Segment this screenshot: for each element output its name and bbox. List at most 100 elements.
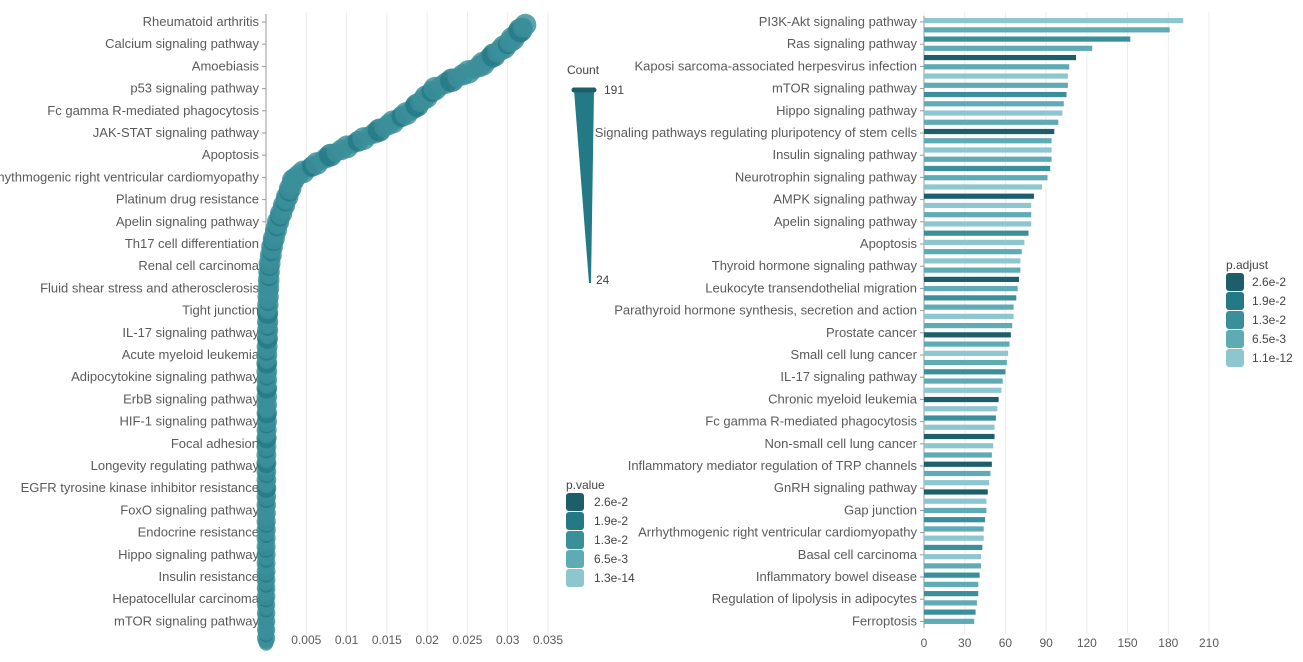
size-legend-max: 191 bbox=[604, 83, 624, 97]
bar bbox=[924, 286, 1018, 292]
color-legend-swatch bbox=[1226, 330, 1244, 348]
y-category-label: Kaposi sarcoma-associated herpesvirus in… bbox=[634, 58, 917, 73]
bar bbox=[924, 138, 1052, 144]
bar bbox=[924, 73, 1068, 79]
bar bbox=[924, 572, 980, 578]
color-legend-swatch bbox=[1226, 273, 1244, 291]
x-tick-label: 60 bbox=[999, 636, 1013, 650]
bar bbox=[924, 110, 1063, 116]
color-legend-swatch bbox=[566, 512, 584, 530]
bar bbox=[924, 461, 992, 467]
y-category-label: Endocrine resistance bbox=[138, 525, 259, 540]
bar bbox=[924, 563, 981, 569]
bar bbox=[924, 480, 990, 486]
y-category-label: Amoebiasis bbox=[192, 58, 260, 73]
bar bbox=[924, 406, 998, 412]
bar bbox=[924, 202, 1032, 209]
color-legend-label: 1.9e-2 bbox=[1252, 294, 1286, 308]
y-category-label: Inflammatory mediator regulation of TRP … bbox=[628, 458, 918, 473]
bar bbox=[924, 276, 1019, 282]
y-category-label: Chronic myeloid leukemia bbox=[768, 391, 918, 406]
y-category-label: Hippo signaling pathway bbox=[776, 103, 917, 118]
y-category-label: Non-small cell lung cancer bbox=[765, 436, 918, 451]
data-point bbox=[514, 13, 537, 36]
bar bbox=[924, 591, 979, 597]
y-category-label: Fc gamma R-mediated phagocytosis bbox=[47, 103, 259, 118]
color-legend-label: 2.6e-2 bbox=[594, 495, 628, 509]
y-category-label: Hippo signaling pathway bbox=[118, 547, 259, 562]
x-tick-label: 90 bbox=[1039, 636, 1053, 650]
x-tick-label: 0.015 bbox=[372, 633, 402, 647]
y-category-label: Apelin signaling pathway bbox=[774, 214, 918, 229]
bar bbox=[924, 609, 976, 615]
color-legend-swatch bbox=[566, 569, 584, 587]
x-tick-label: 120 bbox=[1077, 636, 1097, 650]
y-category-label: JAK-STAT signaling pathway bbox=[93, 125, 260, 140]
y-category-label: Hepatocellular carcinoma bbox=[112, 591, 259, 606]
color-legend-title: p.value bbox=[566, 478, 605, 492]
y-category-label: Apoptosis bbox=[860, 236, 918, 251]
color-legend-label: 1.9e-2 bbox=[594, 514, 628, 528]
y-category-label: Longevity regulating pathway bbox=[91, 458, 260, 473]
size-legend-title: Count bbox=[567, 63, 600, 77]
color-legend-title: p.adjust bbox=[1226, 258, 1269, 272]
y-category-label: Signaling pathways regulating pluripoten… bbox=[595, 125, 918, 140]
bar bbox=[924, 128, 1055, 135]
bar bbox=[924, 249, 1022, 255]
x-tick-label: 0.01 bbox=[335, 633, 359, 647]
color-legend-label: 1.3e-14 bbox=[594, 571, 635, 585]
y-category-label: Adipocytokine signaling pathway bbox=[71, 369, 259, 384]
bar bbox=[924, 313, 1014, 319]
y-category-label: Parathyroid hormone synthesis, secretion… bbox=[614, 303, 917, 318]
bar bbox=[924, 54, 1076, 61]
y-category-label: Gap junction bbox=[844, 502, 917, 517]
y-category-label: rrhythmogenic right ventricular cardiomy… bbox=[0, 169, 259, 184]
bar bbox=[924, 443, 994, 449]
y-category-label: Fluid shear stress and atherosclerosis bbox=[40, 280, 259, 295]
y-category-label: Leukocyte transendothelial migration bbox=[705, 280, 917, 295]
y-category-label: Neurotrophin signaling pathway bbox=[735, 169, 918, 184]
color-legend-swatch bbox=[1226, 349, 1244, 367]
x-tick-label: 150 bbox=[1118, 636, 1138, 650]
y-category-label: PI3K-Akt signaling pathway bbox=[759, 14, 918, 29]
bar bbox=[924, 101, 1064, 107]
bar bbox=[924, 424, 995, 430]
bar bbox=[924, 387, 1002, 393]
bar bbox=[924, 415, 996, 421]
bar bbox=[924, 267, 1021, 273]
y-category-label: Focal adhesion bbox=[171, 436, 259, 451]
bar bbox=[924, 350, 1009, 356]
bar bbox=[924, 64, 1070, 70]
bar bbox=[924, 489, 988, 495]
x-tick-label: 0.025 bbox=[452, 633, 482, 647]
x-tick-label: 210 bbox=[1199, 636, 1219, 650]
bar bbox=[924, 45, 1093, 51]
y-category-label: Apelin signaling pathway bbox=[116, 214, 260, 229]
color-legend-swatch bbox=[566, 550, 584, 568]
bar bbox=[924, 295, 1017, 301]
bar bbox=[924, 600, 977, 606]
bar bbox=[924, 212, 1032, 218]
y-category-label: Apoptosis bbox=[202, 147, 260, 162]
y-category-label: Platinum drug resistance bbox=[116, 192, 259, 207]
bar bbox=[924, 18, 1184, 24]
y-category-label: ErbB signaling pathway bbox=[123, 391, 259, 406]
color-legend-swatch bbox=[566, 531, 584, 549]
y-category-label: Regulation of lipolysis in adipocytes bbox=[712, 591, 918, 606]
x-tick-label: 0.02 bbox=[415, 633, 439, 647]
y-category-label: IL-17 signaling pathway bbox=[122, 325, 259, 340]
bar bbox=[924, 433, 995, 440]
color-legend-label: 6.5e-3 bbox=[594, 552, 628, 566]
y-category-label: Insulin signaling pathway bbox=[772, 147, 917, 162]
y-category-label: Thyroid hormone signaling pathway bbox=[712, 258, 918, 273]
bar bbox=[924, 175, 1048, 181]
color-legend-swatch bbox=[1226, 292, 1244, 310]
bar bbox=[924, 498, 987, 504]
bar bbox=[924, 544, 983, 551]
bar bbox=[924, 221, 1032, 227]
y-category-label: HIF-1 signaling pathway bbox=[120, 414, 260, 429]
y-category-label: Arrhythmogenic right ventricular cardiom… bbox=[638, 525, 917, 540]
y-category-label: GnRH signaling pathway bbox=[774, 480, 918, 495]
y-category-label: Acute myeloid leukemia bbox=[122, 347, 260, 362]
